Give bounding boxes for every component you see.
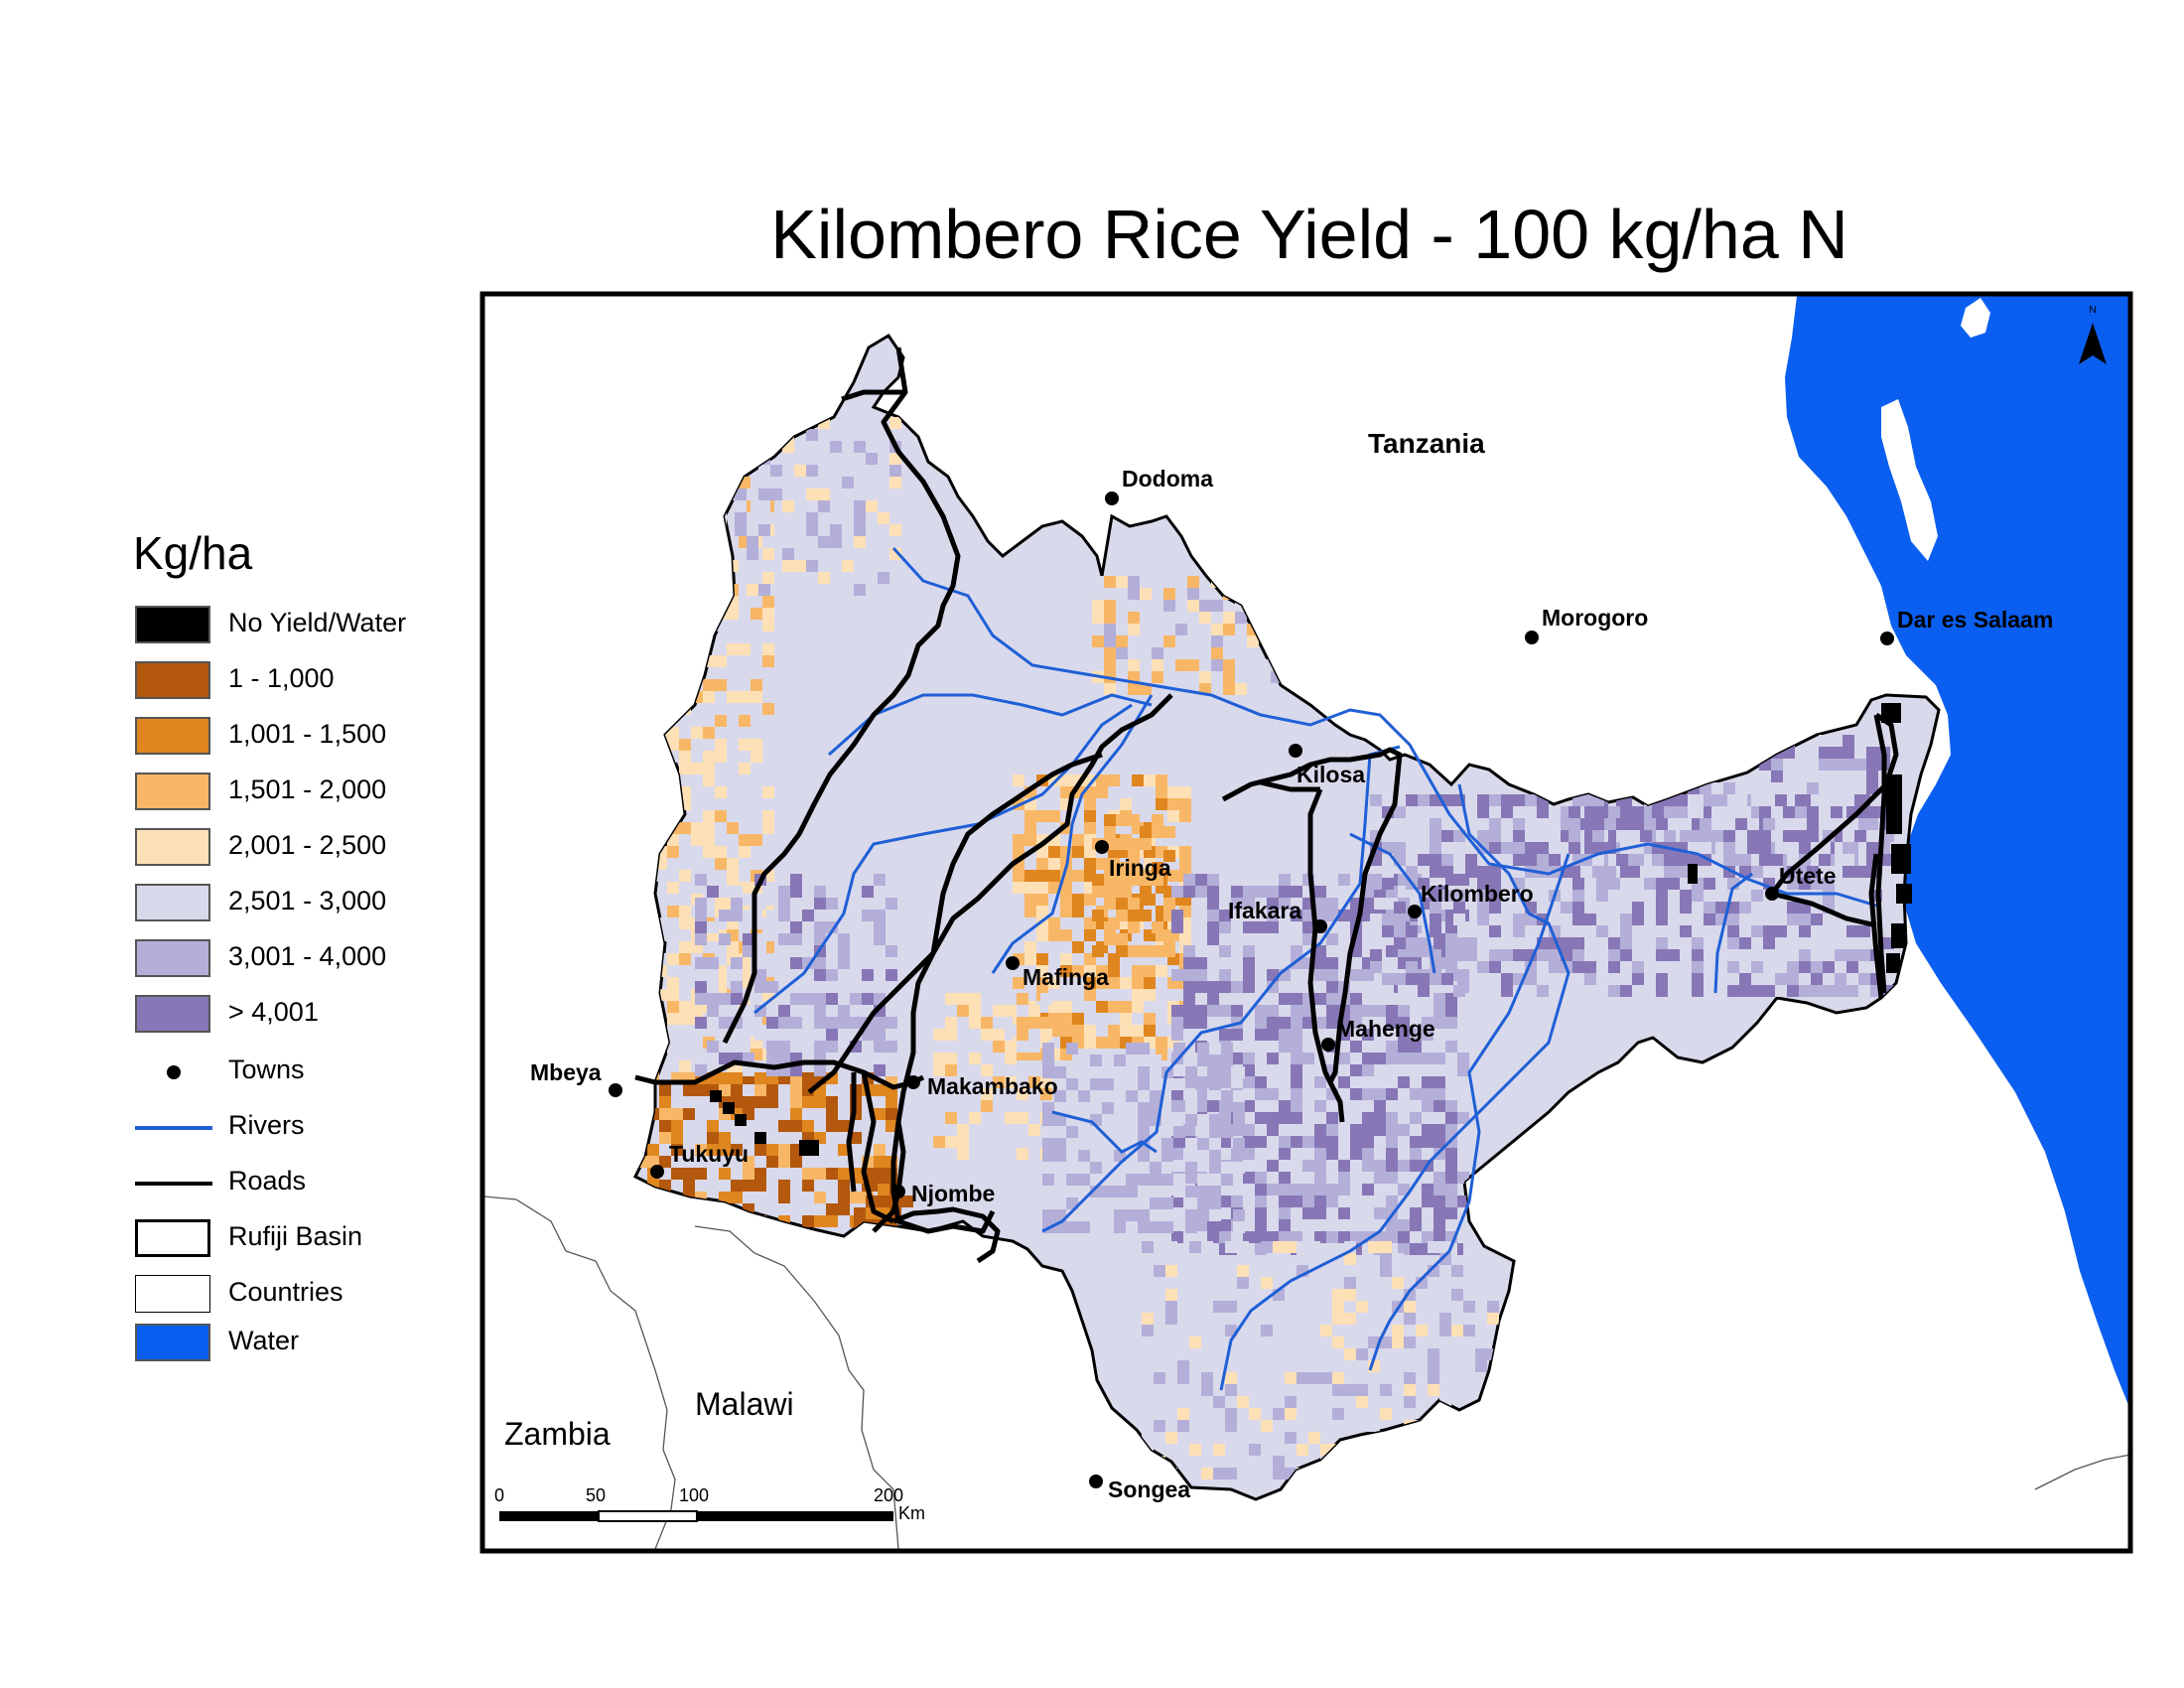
legend-item: Countries xyxy=(133,1275,490,1319)
label-malawi: Malawi xyxy=(695,1386,794,1422)
town-label-kilombero: Kilombero xyxy=(1421,881,1534,907)
roads xyxy=(634,347,1899,1264)
legend-label: 1,501 - 2,000 xyxy=(228,774,387,804)
legend-swatch xyxy=(135,717,210,755)
scale-unit: Km xyxy=(898,1503,925,1523)
town-label-mbeya: Mbeya xyxy=(530,1059,602,1085)
legend-item: Towns xyxy=(133,1053,490,1096)
town-label-songea: Songea xyxy=(1108,1477,1190,1502)
label-zambia: Zambia xyxy=(504,1416,611,1452)
town-label-makambako: Makambako xyxy=(927,1073,1058,1099)
town-dot-dodoma xyxy=(1105,492,1119,505)
town-dot-kilombero xyxy=(1408,905,1422,918)
legend-swatch xyxy=(135,828,210,866)
legend-item: Water xyxy=(133,1324,490,1367)
town-dot-utete xyxy=(1765,887,1779,901)
legend-item: Rivers xyxy=(133,1108,490,1152)
legend-label: 1,001 - 1,500 xyxy=(228,719,387,749)
scale-bar: 0 50 100 200 Km xyxy=(494,1485,925,1523)
legend-swatch xyxy=(135,995,210,1033)
town-dot-njombe xyxy=(891,1185,905,1198)
legend-label: Roads xyxy=(228,1166,307,1196)
town-label-mafinga: Mafinga xyxy=(1023,964,1109,990)
legend-label: Water xyxy=(228,1326,300,1355)
scale-tick-0: 0 xyxy=(494,1485,504,1505)
town-dot-mahenge xyxy=(1321,1038,1335,1052)
town-label-utete: Utete xyxy=(1779,863,1837,889)
legend-item: 3,001 - 4,000 xyxy=(133,939,490,983)
legend-swatch xyxy=(135,773,210,810)
legend-item: Rufiji Basin xyxy=(133,1219,490,1263)
town-label-dar_es_salaam: Dar es Salaam xyxy=(1897,607,2053,633)
town-dot-morogoro xyxy=(1525,631,1539,644)
legend-label: Towns xyxy=(228,1055,305,1084)
legend-outline xyxy=(135,1219,210,1257)
town-dot-mafinga xyxy=(1006,956,1020,970)
country-border-se xyxy=(2034,1454,2131,1490)
legend-label: 2,501 - 3,000 xyxy=(228,886,387,915)
legend-outline xyxy=(135,1275,210,1313)
legend-item: 2,501 - 3,000 xyxy=(133,884,490,927)
country-border xyxy=(483,1196,676,1550)
legend-swatch xyxy=(135,1324,210,1361)
legend-swatch xyxy=(135,661,210,699)
no-yield-patches xyxy=(710,703,1912,1156)
legend-label: No Yield/Water xyxy=(228,608,407,637)
town-dot-mbeya xyxy=(609,1083,622,1097)
town-label-ifakara: Ifakara xyxy=(1228,898,1301,923)
legend-item: 1,501 - 2,000 xyxy=(133,773,490,816)
zanzibar-island xyxy=(1881,399,1938,561)
town-label-iringa: Iringa xyxy=(1109,855,1171,881)
town-dot-dar_es_salaam xyxy=(1880,632,1894,645)
legend-label: Countries xyxy=(228,1277,343,1307)
towns: Dodoma Morogoro Dar es Salaam Kilosa Iringa I… xyxy=(530,466,2053,1502)
legend-item: Roads xyxy=(133,1164,490,1207)
legend-item: > 4,001 xyxy=(133,995,490,1039)
north-arrow-icon: N xyxy=(2079,305,2107,364)
map-title: Kilombero Rice Yield - 100 kg/ha N xyxy=(770,196,1848,273)
town-dot-ifakara xyxy=(1313,919,1327,933)
label-tanzania: Tanzania xyxy=(1368,428,1485,459)
legend-item: 2,001 - 2,500 xyxy=(133,828,490,872)
legend-item: 1 - 1,000 xyxy=(133,661,490,705)
town-label-njombe: Njombe xyxy=(911,1181,995,1206)
ocean-water xyxy=(1785,296,2130,1410)
legend-label: Rufiji Basin xyxy=(228,1221,363,1251)
town-dot-makambako xyxy=(906,1075,920,1089)
legend-swatch xyxy=(135,884,210,921)
legend-label: 1 - 1,000 xyxy=(228,663,335,693)
legend-item: 1,001 - 1,500 xyxy=(133,717,490,761)
legend-label: > 4,001 xyxy=(228,997,319,1027)
town-dot-iringa xyxy=(1095,840,1109,854)
rufiji-basin xyxy=(632,333,1941,1501)
pemba-island xyxy=(1961,298,1990,338)
town-label-dodoma: Dodoma xyxy=(1122,466,1213,492)
legend-swatch xyxy=(135,939,210,977)
country-border-malawi xyxy=(694,1225,899,1550)
legend-label: Rivers xyxy=(228,1110,305,1140)
scale-tick-200: 200 xyxy=(874,1485,903,1505)
map-border xyxy=(479,291,2133,1554)
town-label-tukuyu: Tukuyu xyxy=(669,1141,749,1167)
legend-swatch xyxy=(135,606,210,643)
town-label-mahenge: Mahenge xyxy=(1336,1016,1435,1042)
legend-label: 2,001 - 2,500 xyxy=(228,830,387,860)
town-label-morogoro: Morogoro xyxy=(1542,605,1648,631)
legend-title: Kg/ha xyxy=(133,527,253,579)
legend-label: 3,001 - 4,000 xyxy=(228,941,387,971)
legend-line xyxy=(135,1182,212,1186)
legend: Kg/ha No Yield/Water 1 - 1,000 1,001 - 1,5… xyxy=(133,526,490,1400)
legend-item: No Yield/Water xyxy=(133,606,490,649)
rivers xyxy=(753,546,1877,1391)
legend-town-dot xyxy=(167,1065,181,1079)
town-label-kilosa: Kilosa xyxy=(1297,762,1365,787)
scale-tick-100: 100 xyxy=(679,1485,709,1505)
scale-tick-50: 50 xyxy=(586,1485,606,1505)
town-dot-tukuyu xyxy=(650,1165,664,1179)
town-dot-songea xyxy=(1089,1475,1103,1488)
town-dot-kilosa xyxy=(1289,744,1302,758)
north-label: N xyxy=(2089,305,2096,316)
legend-line xyxy=(135,1126,212,1130)
